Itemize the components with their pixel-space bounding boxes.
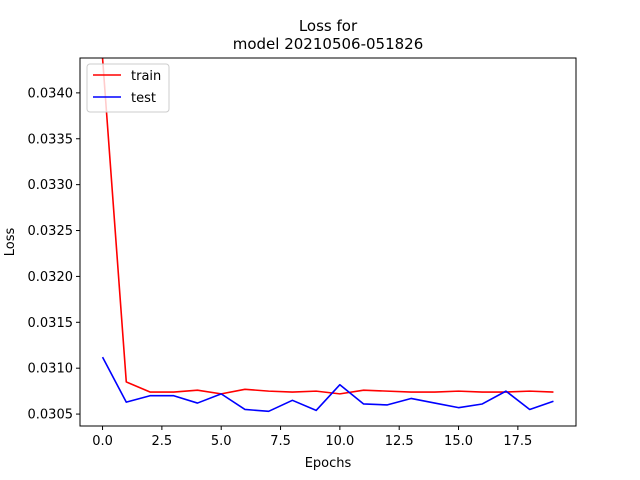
y-tick-label: 0.0305 — [28, 408, 74, 423]
legend: train test — [86, 63, 170, 113]
axis-ticks: 0.0 2.5 5.0 7.5 10.0 12.5 15.0 17.5 0.0305 0.0310… — [28, 86, 533, 449]
chart-subtitle: model 20210506-051826 — [233, 35, 424, 53]
legend-box — [86, 63, 170, 113]
x-axis-label: Epochs — [305, 456, 352, 471]
legend-train-label: train — [131, 69, 161, 84]
x-tick-label: 17.5 — [503, 434, 532, 449]
y-tick-label: 0.0310 — [28, 362, 74, 377]
x-tick-label: 15.0 — [444, 434, 473, 449]
y-tick-label: 0.0330 — [28, 178, 74, 193]
x-tick-label: 10.0 — [325, 434, 354, 449]
x-tick-label: 2.5 — [152, 434, 173, 449]
y-tick-label: 0.0315 — [28, 316, 74, 331]
chart-title: Loss for — [299, 17, 358, 35]
data-lines — [101, 57, 554, 413]
plot-frame — [79, 57, 577, 427]
y-tick-label: 0.0325 — [28, 224, 74, 239]
series-line-test — [101, 356, 554, 413]
y-axis-label: Loss — [3, 228, 18, 257]
x-tick-label: 7.5 — [270, 434, 291, 449]
x-tick-label: 12.5 — [385, 434, 414, 449]
x-tick-label: 5.0 — [211, 434, 232, 449]
legend-test-label: test — [131, 91, 156, 106]
x-tick-label: 0.0 — [92, 434, 113, 449]
y-tick-label: 0.0340 — [28, 86, 74, 101]
y-tick-label: 0.0320 — [28, 270, 74, 285]
y-tick-label: 0.0335 — [28, 132, 74, 147]
series-line-train — [101, 57, 554, 395]
